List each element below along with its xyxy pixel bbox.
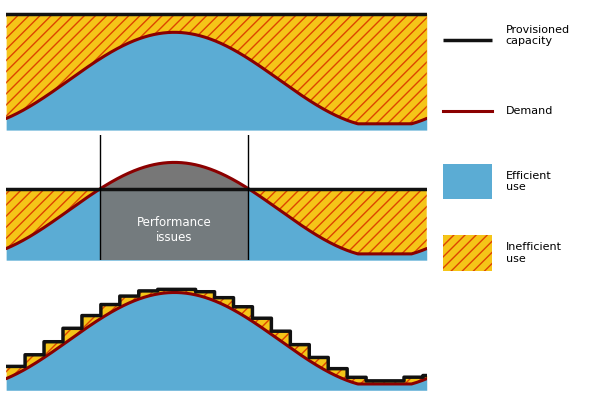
- Bar: [101, 189, 248, 260]
- Bar: [443, 235, 491, 271]
- Text: Provisioned
capacity: Provisioned capacity: [505, 25, 570, 46]
- Text: Demand: Demand: [505, 105, 553, 116]
- Text: Efficient
use: Efficient use: [505, 171, 551, 192]
- Text: Inefficient
use: Inefficient use: [505, 242, 562, 263]
- Bar: [443, 164, 491, 199]
- Bar: [443, 235, 491, 271]
- Text: Performance
issues: Performance issues: [137, 216, 212, 244]
